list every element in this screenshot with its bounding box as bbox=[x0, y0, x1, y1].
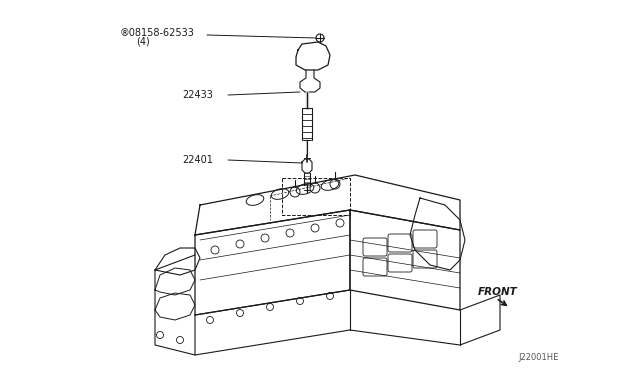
Text: 22433: 22433 bbox=[182, 90, 213, 100]
Text: J22001HE: J22001HE bbox=[518, 353, 558, 362]
Text: FRONT: FRONT bbox=[478, 287, 518, 297]
Text: (4): (4) bbox=[136, 36, 150, 46]
Text: 22401: 22401 bbox=[182, 155, 213, 165]
Text: ®08158-62533: ®08158-62533 bbox=[120, 28, 195, 38]
